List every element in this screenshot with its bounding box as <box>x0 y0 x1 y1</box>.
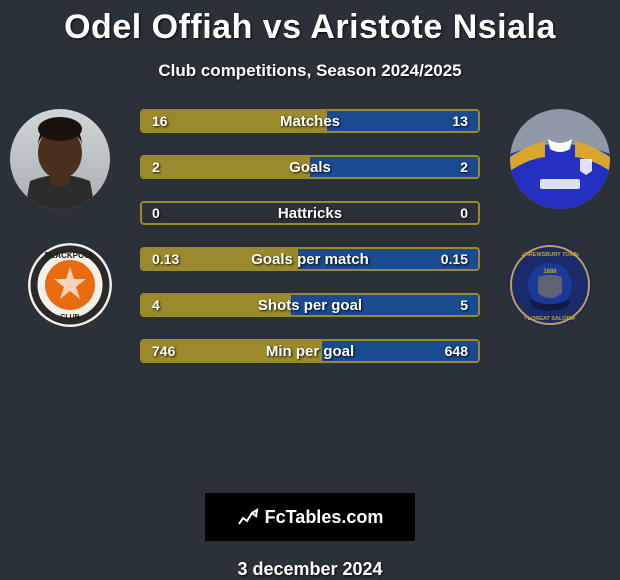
club-left-badge: BLACKPOOL CLUB <box>28 243 112 327</box>
stat-bar-right-fill <box>310 157 478 177</box>
branding-icon <box>237 506 259 528</box>
player-right-avatar <box>510 109 610 209</box>
svg-text:BLACKPOOL: BLACKPOOL <box>45 251 96 260</box>
page-title: Odel Offiah vs Aristote Nsiala <box>64 8 556 47</box>
stat-left-value: 0 <box>152 203 160 223</box>
comparison-area: BLACKPOOL CLUB SHREWSBURY TOWN FLOREAT S… <box>0 109 620 475</box>
club-right-badge: SHREWSBURY TOWN FLOREAT SALOPIA 1886 <box>508 243 592 327</box>
page-subtitle: Club competitions, Season 2024/2025 <box>158 61 461 81</box>
svg-text:FLOREAT SALOPIA: FLOREAT SALOPIA <box>524 316 576 322</box>
stat-bar: 0 0Hattricks <box>140 201 480 225</box>
branding-text: FcTables.com <box>265 507 384 528</box>
club-right-badge-svg: SHREWSBURY TOWN FLOREAT SALOPIA 1886 <box>508 243 592 327</box>
player-left-avatar-svg <box>10 109 110 209</box>
stat-bar: 746648Min per goal <box>140 339 480 363</box>
stat-label: Hattricks <box>142 203 478 223</box>
stat-bar: 0.130.15Goals per match <box>140 247 480 271</box>
stat-bar-left-fill <box>142 295 291 315</box>
stat-bar: 1613Matches <box>140 109 480 133</box>
svg-text:SHREWSBURY TOWN: SHREWSBURY TOWN <box>521 252 579 258</box>
branding-box: FcTables.com <box>205 493 415 541</box>
stat-bar-right-fill <box>291 295 478 315</box>
stat-bar: 45Shots per goal <box>140 293 480 317</box>
date-text: 3 december 2024 <box>237 559 382 580</box>
stat-bars: 1613Matches 22Goals 0 0Hattricks 0.130.15Goa… <box>140 109 480 363</box>
stat-bar-left-fill <box>142 111 327 131</box>
svg-text:CLUB: CLUB <box>60 314 79 321</box>
stat-bar-right-fill <box>327 111 478 131</box>
stat-bar-left-fill <box>142 249 298 269</box>
player-right-avatar-svg <box>510 109 610 209</box>
stat-bar-right-fill <box>298 249 478 269</box>
stat-bar: 22Goals <box>140 155 480 179</box>
svg-text:1886: 1886 <box>543 269 557 275</box>
stat-bar-right-fill <box>322 341 478 361</box>
stat-bar-left-fill <box>142 157 310 177</box>
player-left-avatar <box>10 109 110 209</box>
club-left-badge-svg: BLACKPOOL CLUB <box>28 243 112 327</box>
stat-bar-left-fill <box>142 341 322 361</box>
stat-right-value: 0 <box>460 203 468 223</box>
